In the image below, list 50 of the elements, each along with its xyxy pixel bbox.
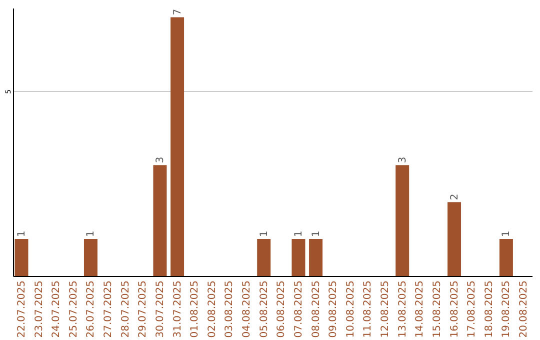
bar	[396, 165, 410, 276]
x-tick-label: 25.07.2025	[68, 280, 80, 338]
x-tick-label: 04.08.2025	[242, 280, 253, 338]
x-tick-label: 02.08.2025	[206, 280, 218, 338]
data-label: 1	[16, 230, 28, 238]
x-tick-label: 08.08.2025	[310, 280, 322, 338]
x-tick-label: 24.07.2025	[51, 280, 62, 338]
data-label: 1	[258, 230, 270, 238]
x-tick-label: 26.07.2025	[86, 280, 97, 338]
bar	[499, 239, 513, 276]
x-tick-label: 31.07.2025	[172, 280, 184, 338]
x-tick-label: 09.08.2025	[328, 280, 340, 338]
x-tick-label: 17.08.2025	[466, 280, 478, 338]
data-label: 1	[86, 230, 97, 238]
x-tick-label: 14.08.2025	[414, 280, 426, 338]
data-label: 1	[293, 230, 304, 238]
x-tick-label: 29.07.2025	[138, 280, 149, 338]
bar	[170, 17, 184, 276]
x-tick-label: 16.08.2025	[449, 280, 460, 338]
x-tick-label: 28.07.2025	[120, 280, 132, 338]
x-tick-label: 06.08.2025	[276, 280, 288, 338]
bar	[257, 239, 271, 276]
x-tick-label: 05.08.2025	[258, 280, 270, 338]
x-tick-label: 07.08.2025	[293, 280, 304, 338]
data-label: 3	[154, 156, 166, 164]
x-tick-label: 13.08.2025	[397, 280, 408, 338]
data-label: 3	[397, 156, 408, 164]
x-tick-label: 18.08.2025	[484, 280, 495, 338]
bar	[153, 165, 167, 276]
bar	[309, 239, 323, 276]
x-tick-label: 20.08.2025	[518, 280, 530, 338]
x-tick-label: 03.08.2025	[224, 280, 236, 338]
data-label: 1	[310, 230, 322, 238]
x-tick-label: 12.08.2025	[380, 280, 392, 338]
bar	[448, 202, 462, 276]
bar	[84, 239, 98, 276]
x-tick-label: 11.08.2025	[362, 280, 374, 338]
bar	[292, 239, 306, 276]
data-label: 1	[501, 230, 512, 238]
x-tick-label: 23.07.2025	[34, 280, 45, 338]
x-tick-label: 30.07.2025	[154, 280, 166, 338]
x-tick-label: 22.07.2025	[16, 280, 28, 338]
data-label: 7	[172, 8, 184, 16]
x-tick-label: 27.07.2025	[103, 280, 114, 338]
x-tick-label: 19.08.2025	[501, 280, 512, 338]
x-tick-label: 10.08.2025	[345, 280, 356, 338]
data-label: 2	[449, 194, 460, 200]
x-tick-label: 01.08.2025	[190, 280, 201, 338]
x-tick-label: 15.08.2025	[432, 280, 443, 338]
bar	[14, 239, 28, 276]
